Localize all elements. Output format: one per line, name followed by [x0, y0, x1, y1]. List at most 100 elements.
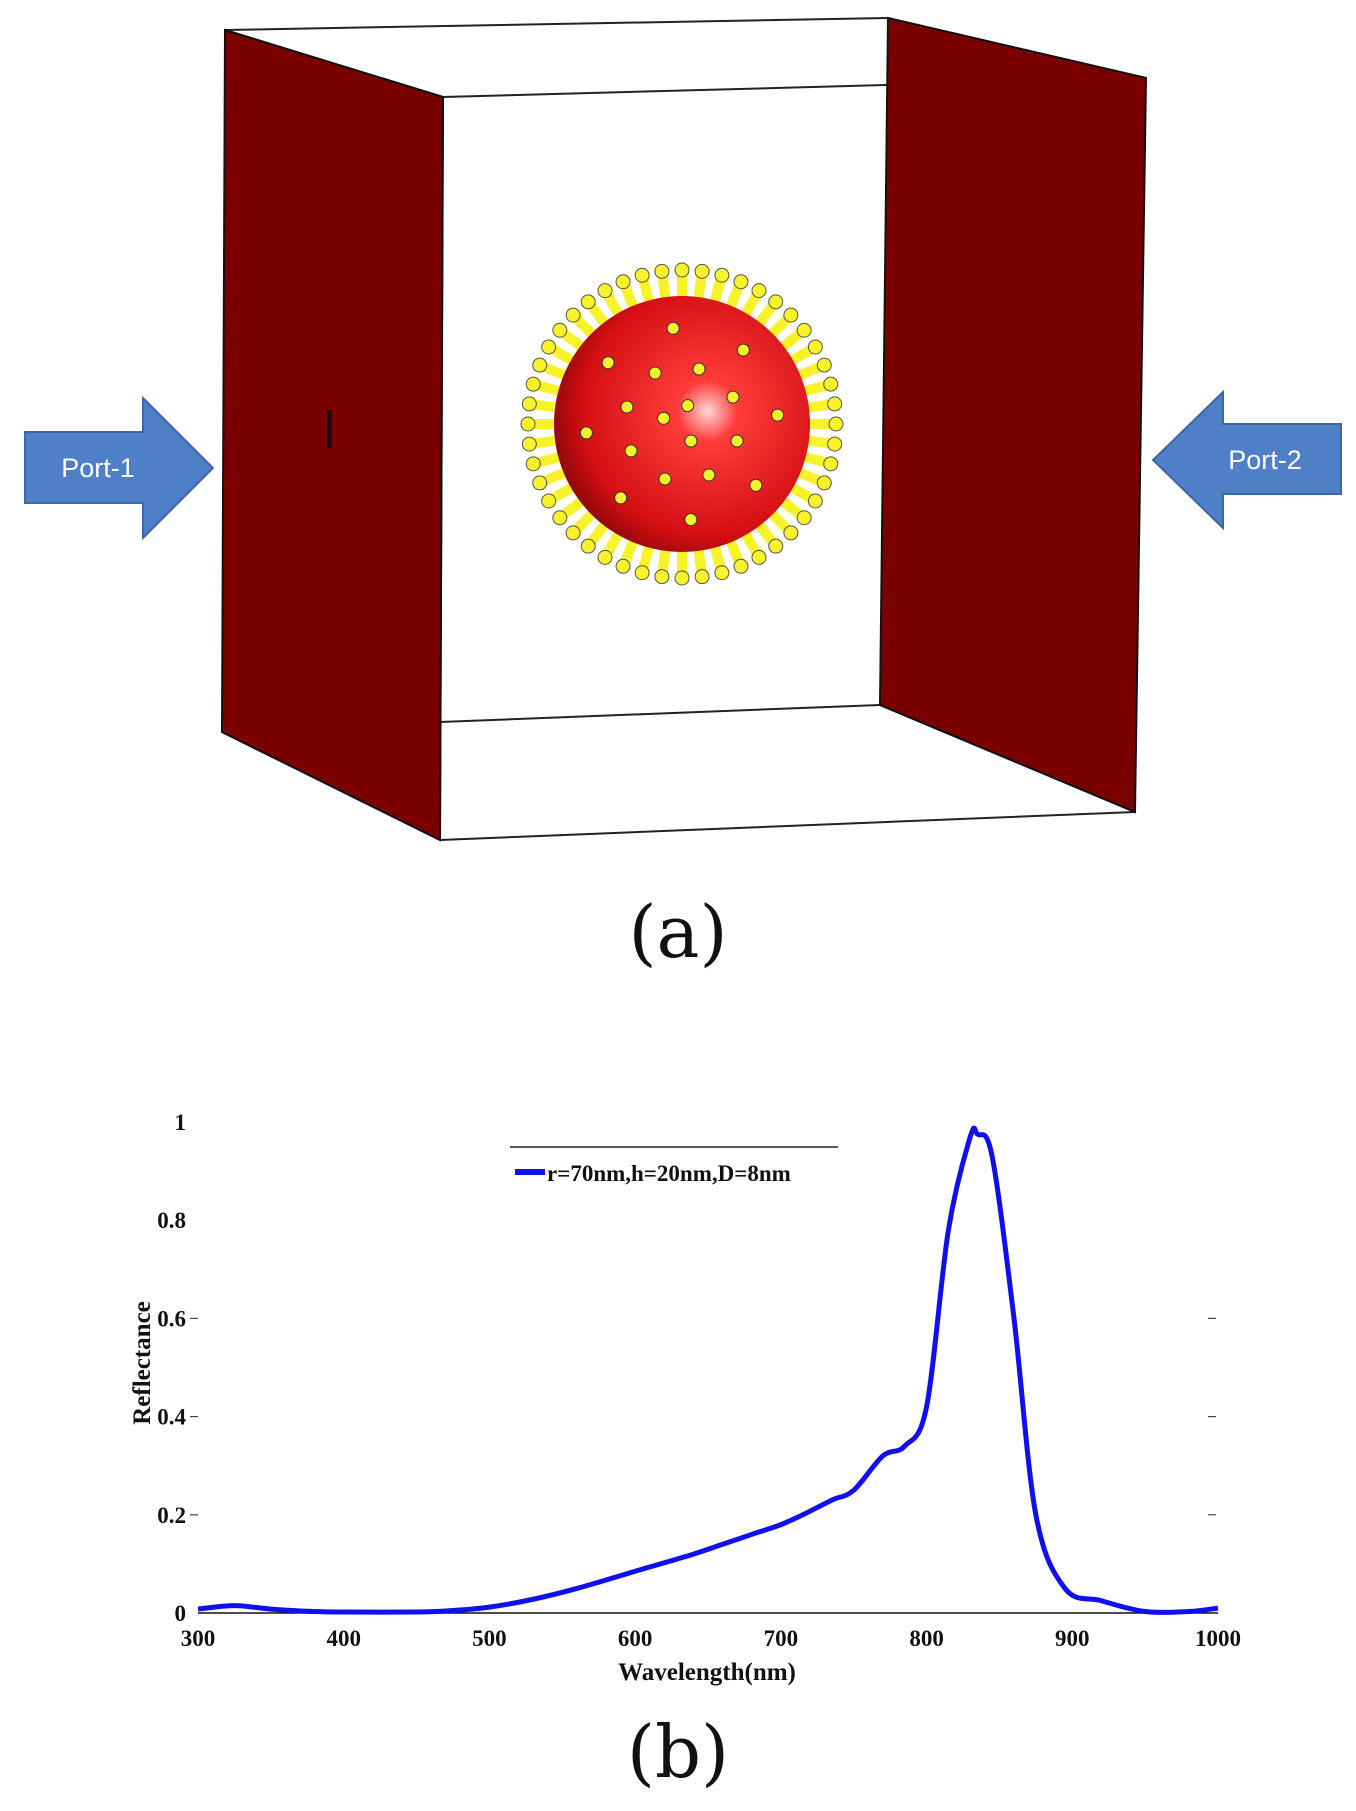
spike-tip	[733, 274, 749, 290]
spike-tip	[796, 510, 812, 526]
nanosphere-spikes	[520, 262, 844, 586]
spike-tip	[751, 549, 767, 565]
x-tick-label: 500	[472, 1626, 507, 1651]
spike-tip	[827, 436, 843, 452]
panel-a-simulation-box: Port-1 Port-2	[0, 0, 1356, 900]
x-tick-label: 700	[764, 1626, 799, 1651]
spike-tip	[615, 274, 631, 290]
x-tick-label: 600	[618, 1626, 653, 1651]
spike-tip	[749, 478, 763, 492]
reflectance-chart: 0 0.2 0.4 0.6 0.8 1 300 400 500 600 700 800 900 1000…	[129, 1110, 1241, 1686]
x-tick-label: 300	[181, 1626, 216, 1651]
spike-tip	[823, 456, 839, 472]
spike-tip	[726, 390, 740, 404]
spike-tip	[681, 399, 695, 413]
spike-tip	[694, 569, 710, 585]
spike-tip	[666, 321, 680, 335]
spike-tip	[601, 356, 615, 370]
spike-tip	[768, 538, 784, 554]
nanosphere	[520, 262, 844, 586]
spike-tip	[614, 491, 628, 505]
y-tick-label: 0.4	[157, 1405, 186, 1430]
spike-tip	[807, 339, 823, 355]
y-tick-label: 0.2	[157, 1503, 186, 1528]
spike-tip	[714, 267, 730, 283]
wall-marker	[327, 410, 332, 448]
spike-tip	[692, 362, 706, 376]
panel-b-caption: (b)	[626, 1710, 730, 1794]
spike-tip	[694, 263, 710, 279]
spike-tip	[658, 472, 672, 486]
y-axis-ticks: 0 0.2 0.4 0.6 0.8 1	[157, 1110, 1216, 1626]
spike-tip	[816, 357, 832, 373]
x-tick-label: 800	[909, 1626, 944, 1651]
spike-tip	[648, 366, 662, 380]
spike-tip	[521, 436, 537, 452]
spike-tip	[657, 411, 671, 425]
spike-tip	[525, 456, 541, 472]
spike-tip	[796, 322, 812, 338]
spike-tip	[532, 475, 548, 491]
spike-tip	[520, 416, 536, 432]
port-1-wall	[220, 28, 445, 842]
nanosphere-core	[554, 296, 810, 552]
y-tick-label: 1	[175, 1110, 187, 1135]
x-tick-label: 900	[1055, 1626, 1090, 1651]
chart-series	[197, 1125, 1219, 1615]
spike-tip	[807, 493, 823, 509]
port-1-label: Port-1	[61, 453, 135, 483]
spike-tip	[674, 570, 690, 586]
x-axis-ticks: 300 400 500 600 700 800 900 1000	[181, 1626, 1241, 1651]
y-tick-label: 0.6	[157, 1306, 186, 1331]
spike-tip	[714, 565, 730, 581]
y-axis-label: Reflectance	[129, 1301, 156, 1425]
port-2-label: Port-2	[1228, 445, 1302, 475]
series-line-reflectance	[197, 1125, 1219, 1615]
spike-tip	[736, 343, 750, 357]
spike-tip	[532, 357, 548, 373]
nanosphere-spike-tips	[579, 321, 785, 527]
panel-b-reflectance-chart: 0 0.2 0.4 0.6 0.8 1 300 400 500 600 700 800 900 1000…	[0, 1080, 1356, 1780]
spike-tip	[541, 493, 557, 509]
spike-tip	[597, 549, 613, 565]
spike-tip	[828, 416, 844, 432]
x-tick-label: 1000	[1195, 1626, 1241, 1651]
spike-tip	[620, 400, 634, 414]
spike-tip	[823, 376, 839, 392]
x-tick-label: 400	[326, 1626, 361, 1651]
spike-tip	[525, 376, 541, 392]
y-tick-label: 0.8	[157, 1208, 186, 1233]
spike-tip	[521, 396, 537, 412]
spike-tip	[733, 558, 749, 574]
spike-tip	[674, 262, 690, 278]
port-2-wall	[878, 16, 1148, 814]
spike-tip	[771, 408, 785, 422]
chart-legend: r=70nm,h=20nm,D=8nm	[510, 1146, 838, 1186]
simulation-box-drawing: Port-1 Port-2	[24, 16, 1342, 842]
spike-tip	[827, 396, 843, 412]
spike-tip	[597, 283, 613, 299]
spike-tip	[684, 513, 698, 527]
spike-tip	[565, 525, 581, 541]
spike-tip	[654, 263, 670, 279]
spike-tip	[615, 558, 631, 574]
spike-tip	[751, 283, 767, 299]
spike-tip	[580, 538, 596, 554]
spike-tip	[816, 475, 832, 491]
port-2-arrow: Port-2	[1151, 389, 1342, 531]
legend-label: r=70nm,h=20nm,D=8nm	[547, 1161, 791, 1186]
spike-tip	[783, 307, 799, 323]
spike-tip	[768, 294, 784, 310]
y-tick-label: 0	[175, 1601, 187, 1626]
spike-tip	[702, 468, 716, 482]
spike-tip	[634, 565, 650, 581]
spike-tip	[541, 339, 557, 355]
spike-tip	[654, 569, 670, 585]
spike-tip	[783, 525, 799, 541]
spike-tip	[730, 434, 744, 448]
spike-tip	[552, 322, 568, 338]
spike-tip	[580, 294, 596, 310]
x-axis-label: Wavelength(nm)	[618, 1659, 796, 1686]
spike-tip	[552, 510, 568, 526]
spike-tip	[565, 307, 581, 323]
